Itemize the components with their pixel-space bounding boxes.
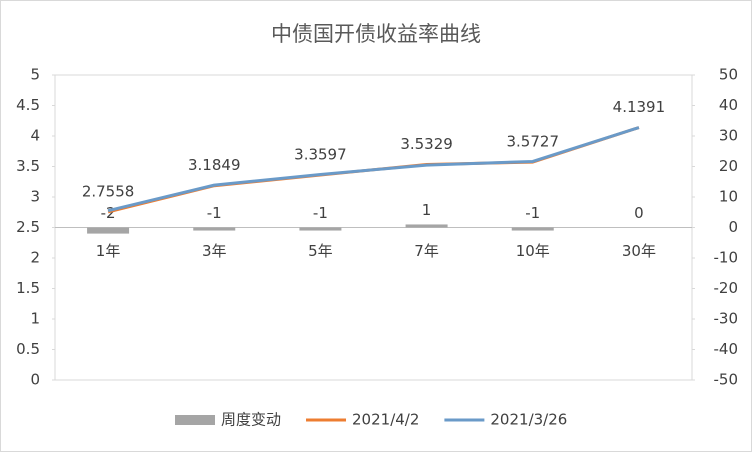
y-tick-label: 4.5 [16,96,40,114]
line-value-label: 3.5727 [507,133,560,151]
y2-tick-label: 20 [719,157,738,175]
bar [193,227,236,231]
bar [299,227,342,231]
y2-tick-label: 10 [719,188,738,206]
x-tick-label: 30年 [622,242,656,260]
y2-tick-label: -40 [714,340,739,358]
legend-label: 2021/4/2 [352,411,419,429]
line-value-label: 2.7558 [82,182,135,200]
chart-title: 中债国开债收益率曲线 [271,22,481,46]
y-tick-label: 3 [30,188,40,206]
y-tick-label: 2.5 [16,218,40,236]
y2-tick-label: -10 [714,249,739,267]
bar-value-label: -2 [101,204,116,222]
y-tick-label: 1.5 [16,279,40,297]
bar [405,224,448,228]
y2-tick-label: 50 [719,66,738,84]
bar-value-label: -1 [207,204,222,222]
x-tick-label: 1年 [96,242,121,260]
x-tick-label: 7年 [414,242,439,260]
line-value-label: 3.3597 [294,146,347,164]
bar-value-label: 1 [422,201,432,219]
bar-value-label: -1 [313,204,328,222]
line-value-label: 3.5329 [400,135,453,153]
line [107,126,640,213]
y-tick-label: 1 [30,310,40,328]
line-value-label: 4.1391 [613,98,666,116]
y2-tick-label: 30 [719,127,738,145]
y2-tick-label: -50 [714,371,739,389]
legend-label: 周度变动 [221,411,281,429]
legend-swatch [175,415,215,425]
line-value-label: 3.1849 [188,156,241,174]
x-tick-label: 3年 [202,242,227,260]
y-tick-label: 4 [30,127,40,145]
bar-value-label: 0 [634,204,644,222]
x-tick-label: 10年 [516,242,550,260]
y-tick-label: 2 [30,249,40,267]
bar [87,227,130,234]
x-tick-label: 5年 [308,242,333,260]
bar-value-label: -1 [525,204,540,222]
legend-label: 2021/3/26 [490,411,567,429]
y2-tick-label: -30 [714,310,739,328]
y2-tick-label: 40 [719,96,738,114]
y-tick-label: 0.5 [16,340,40,358]
y2-tick-label: -20 [714,279,739,297]
y2-tick-label: 0 [728,218,738,236]
y-tick-label: 3.5 [16,157,40,175]
y-tick-label: 5 [30,66,40,84]
bar [511,227,554,231]
y-tick-label: 0 [30,371,40,389]
